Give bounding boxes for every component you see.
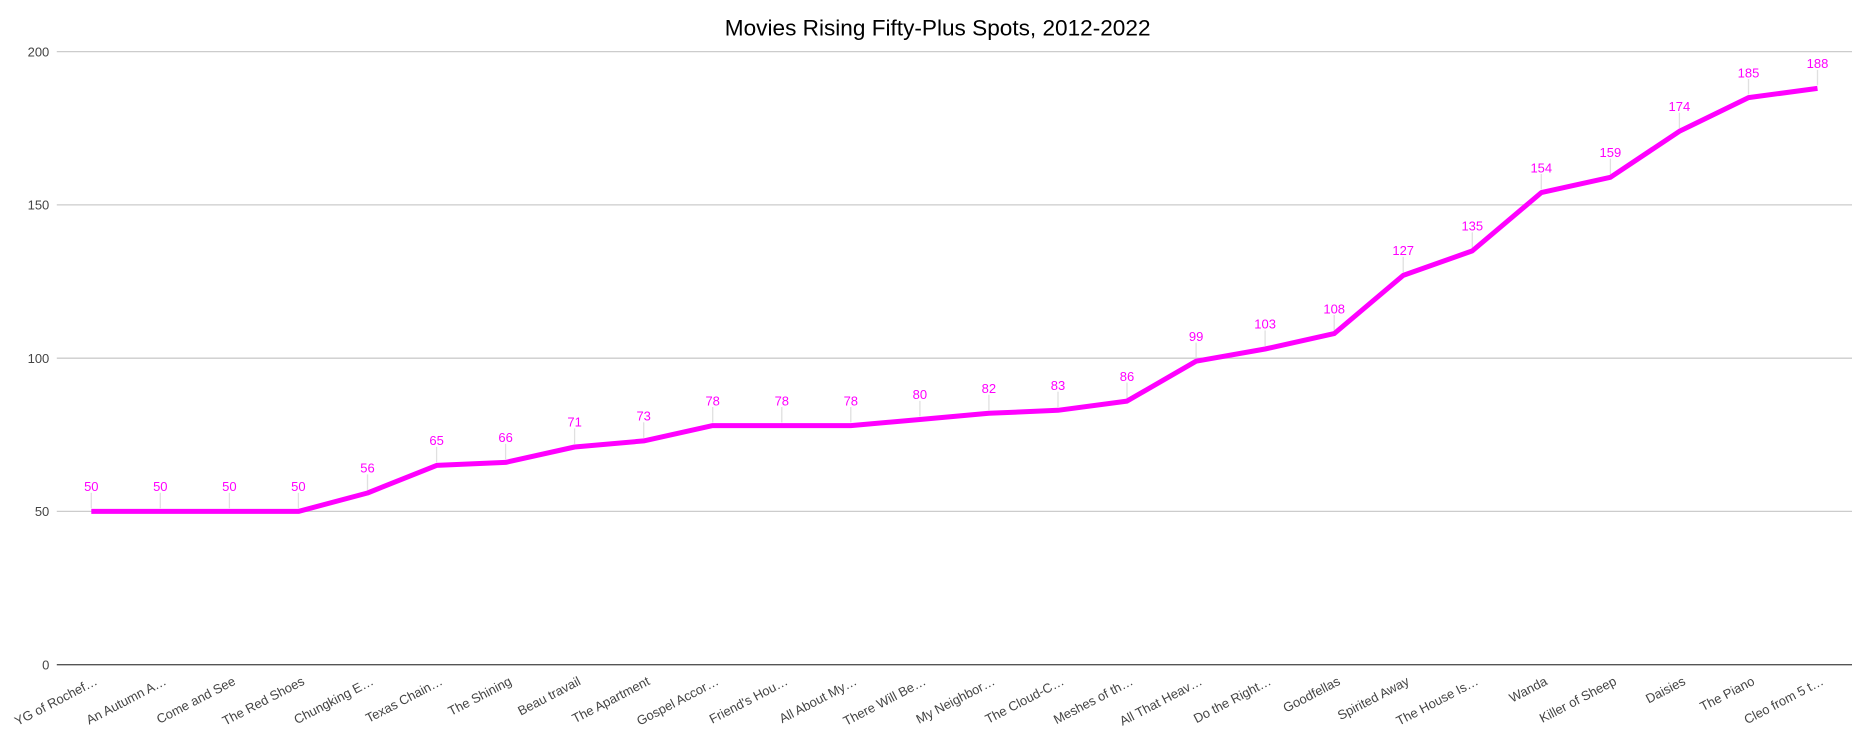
- svg-text:56: 56: [360, 461, 374, 476]
- svg-text:71: 71: [567, 415, 581, 430]
- svg-text:65: 65: [429, 433, 443, 448]
- svg-text:154: 154: [1530, 160, 1552, 175]
- svg-text:73: 73: [636, 409, 650, 424]
- svg-text:Movies Rising Fifty-Plus Spots: Movies Rising Fifty-Plus Spots, 2012-202…: [725, 16, 1151, 41]
- svg-text:200: 200: [28, 44, 50, 59]
- svg-text:82: 82: [982, 381, 996, 396]
- svg-text:78: 78: [844, 393, 858, 408]
- svg-text:78: 78: [705, 393, 719, 408]
- svg-text:174: 174: [1669, 99, 1691, 114]
- svg-text:78: 78: [775, 393, 789, 408]
- svg-text:50: 50: [84, 479, 98, 494]
- svg-text:127: 127: [1392, 243, 1414, 258]
- svg-text:50: 50: [222, 479, 236, 494]
- svg-text:83: 83: [1051, 378, 1065, 393]
- svg-text:108: 108: [1323, 301, 1345, 316]
- svg-text:159: 159: [1600, 145, 1622, 160]
- svg-text:80: 80: [913, 387, 927, 402]
- svg-text:188: 188: [1807, 56, 1829, 71]
- svg-text:86: 86: [1120, 369, 1134, 384]
- svg-text:150: 150: [28, 198, 50, 213]
- svg-text:100: 100: [28, 351, 50, 366]
- svg-text:103: 103: [1254, 317, 1276, 332]
- svg-text:99: 99: [1189, 329, 1203, 344]
- svg-text:185: 185: [1738, 65, 1760, 80]
- svg-text:135: 135: [1461, 219, 1483, 234]
- svg-text:50: 50: [153, 479, 167, 494]
- svg-text:66: 66: [498, 430, 512, 445]
- svg-text:50: 50: [35, 504, 49, 519]
- svg-text:0: 0: [42, 658, 49, 673]
- svg-text:50: 50: [291, 479, 305, 494]
